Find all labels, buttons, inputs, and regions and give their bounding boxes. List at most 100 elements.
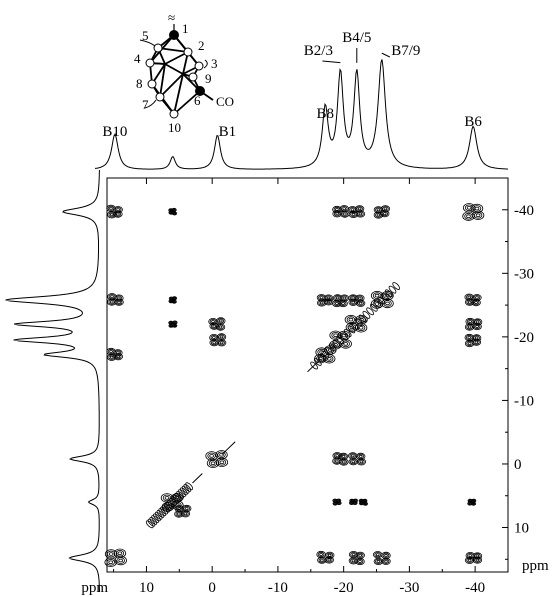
contour-line	[211, 320, 215, 324]
contour-line	[363, 499, 366, 502]
contour-line	[108, 299, 116, 305]
contour-line	[173, 501, 182, 509]
contour-line	[351, 212, 356, 216]
diagonal-trace	[192, 473, 203, 484]
contour-line	[332, 210, 342, 218]
contour-line	[374, 293, 380, 298]
cross-peak	[209, 333, 227, 347]
contour-line	[351, 559, 356, 563]
cross-peak-contours	[104, 203, 485, 568]
contour-line	[171, 299, 177, 304]
contour-line	[335, 296, 340, 300]
contour-line	[339, 339, 352, 349]
contour-line	[212, 336, 216, 340]
contour-line	[358, 212, 363, 216]
contour-line	[358, 301, 363, 305]
x-tick-label: 0	[208, 580, 216, 596]
contour-line	[327, 348, 333, 352]
contour-line	[355, 557, 365, 566]
cross-peak	[104, 548, 127, 568]
contour-line	[326, 356, 332, 361]
contour-line	[114, 350, 122, 356]
contour-line	[464, 212, 473, 220]
contour-line	[468, 502, 471, 505]
cross-peak	[160, 493, 184, 512]
contour-line	[358, 325, 364, 330]
contour-line	[348, 557, 359, 565]
cross-peak	[370, 290, 394, 309]
contour-line	[116, 557, 125, 564]
contour-line	[209, 322, 219, 330]
diagonal-contour	[151, 515, 159, 523]
contour-line	[217, 318, 225, 324]
contour-line	[338, 299, 348, 308]
contour-line	[355, 299, 366, 307]
cross-peak	[462, 203, 485, 221]
contour-line	[219, 319, 223, 323]
contour-line	[341, 211, 349, 217]
contour-line	[356, 552, 364, 558]
contour-line	[376, 213, 381, 217]
contour-line	[323, 354, 336, 364]
peak-leader-line	[322, 60, 341, 64]
contour-line	[333, 458, 341, 464]
boron-vertex	[183, 47, 193, 57]
contour-line	[467, 295, 472, 299]
contour-line	[349, 299, 357, 305]
x-axis-label: ppm	[81, 580, 108, 596]
contour-line	[335, 454, 340, 458]
contour-line	[334, 295, 341, 301]
vertex-label: 10	[168, 120, 181, 135]
contour-line	[115, 549, 125, 557]
contour-line	[216, 339, 227, 347]
contour-line	[209, 454, 214, 458]
contour-line	[353, 501, 357, 505]
cross-peak	[373, 551, 391, 566]
contour-line	[113, 210, 123, 218]
contour-line	[350, 454, 355, 458]
contour-line	[341, 454, 346, 458]
contour-line	[354, 499, 357, 502]
cross-peak	[373, 205, 391, 219]
contour-line	[173, 321, 176, 324]
diagonal-contour	[154, 511, 163, 520]
contour-line	[171, 211, 178, 216]
contour-line	[383, 292, 392, 299]
label-pointer	[139, 39, 156, 47]
contour-line	[471, 298, 481, 307]
diagonal-contour	[176, 491, 185, 499]
contour-line	[118, 558, 123, 563]
cross-peak	[332, 452, 349, 466]
contour-line	[173, 297, 176, 300]
contour-line	[333, 211, 341, 217]
diagonal-contour	[156, 510, 165, 518]
contour-line	[467, 325, 472, 329]
diagonal-contour	[343, 329, 352, 337]
contour-line	[332, 299, 342, 308]
contour-line	[350, 551, 357, 558]
contour-line	[217, 324, 224, 330]
contour-line	[336, 501, 342, 506]
contour-line	[342, 296, 347, 300]
contour-line	[356, 458, 367, 466]
contour-line	[171, 500, 184, 510]
contour-line	[335, 459, 339, 463]
y-tick-label: -20	[514, 330, 534, 346]
contour-line	[473, 212, 483, 219]
cage-bond	[157, 47, 189, 53]
contour-line	[357, 453, 365, 459]
cage-bond	[159, 63, 166, 98]
contour-line	[117, 551, 123, 556]
contour-line	[219, 460, 225, 465]
contour-line	[380, 210, 390, 218]
diagonal-contour	[147, 518, 156, 527]
contour-line	[106, 353, 117, 361]
contour-line	[362, 501, 368, 506]
boron-vertex	[153, 43, 163, 53]
contour-line	[357, 300, 364, 306]
cross-peak	[316, 294, 334, 307]
cross-peak	[107, 293, 124, 306]
contour-line	[349, 459, 357, 465]
contour-line	[184, 506, 189, 510]
contour-line	[316, 355, 325, 362]
